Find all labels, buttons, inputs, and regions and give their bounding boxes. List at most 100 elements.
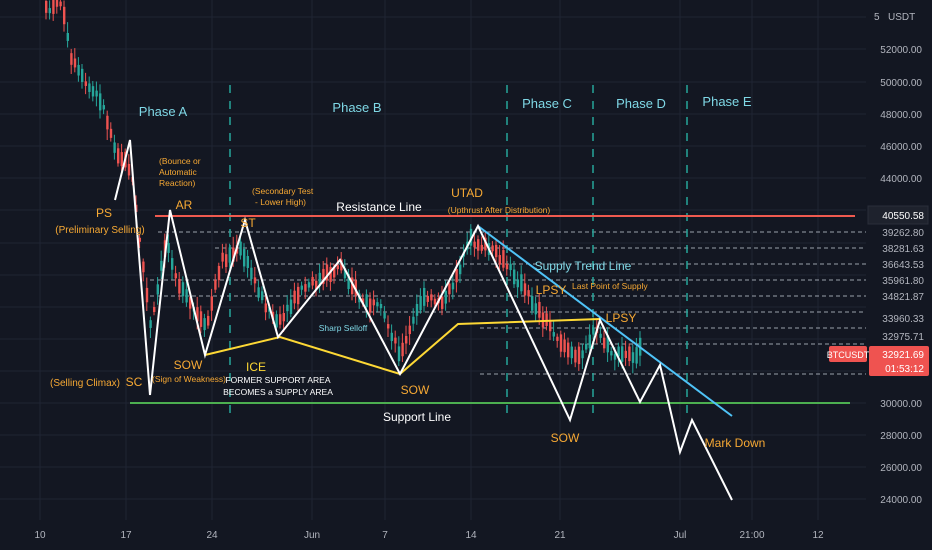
candle-body: [52, 0, 55, 14]
candle-body: [203, 318, 206, 331]
candle-body: [84, 81, 87, 86]
candle-body: [585, 343, 588, 350]
lpsy-label-2: LPSY: [606, 311, 637, 325]
phase-separators: [229, 85, 688, 420]
supply-trend-label: Supply Trend Line: [535, 259, 632, 273]
price-axis-pane[interactable]: [866, 0, 932, 520]
candle-body: [315, 280, 318, 290]
candle-body: [221, 252, 224, 262]
x-tick: 24: [206, 530, 218, 541]
candle-body: [340, 259, 343, 271]
ar-desc-1: (Bounce or: [159, 156, 201, 166]
candle-body: [599, 333, 602, 338]
candle-body: [271, 311, 275, 320]
candle-body: [117, 148, 120, 164]
candle-body: [419, 295, 422, 311]
resistance-label: Resistance Line: [336, 200, 422, 214]
candle-body: [171, 258, 174, 270]
candle-body: [430, 294, 433, 301]
candle-body: [311, 276, 314, 286]
mark-down-label: Mark Down: [705, 436, 766, 450]
st-desc-1: (Secondary Test: [252, 186, 314, 196]
candle-body: [207, 315, 210, 326]
candle-body: [322, 268, 325, 284]
sharp-selloff-label: Sharp Selloff: [319, 323, 368, 333]
time-axis-pane[interactable]: [0, 520, 932, 550]
candle-body: [516, 279, 519, 288]
candle-body: [106, 115, 109, 130]
candle-body: [95, 90, 98, 97]
candle-body: [336, 265, 339, 270]
candle-body: [145, 287, 149, 303]
candle-body: [541, 312, 545, 328]
sow-desc: (Sign of Weakness): [152, 374, 226, 384]
candle-body: [199, 311, 203, 327]
symbol-tag: [829, 346, 867, 362]
support-label: Support Line: [383, 410, 451, 424]
y-tick: 30000.00: [880, 399, 922, 410]
y-tick: 24000.00: [880, 495, 922, 506]
x-tick: 10: [34, 530, 46, 541]
level-tick: 35961.80: [882, 276, 924, 287]
candlestick-series: [45, 0, 642, 374]
phase-e-label: Phase E: [702, 94, 751, 109]
vertical-gridlines: [39, 0, 819, 520]
candle-body: [477, 239, 480, 251]
candle-body: [318, 272, 321, 287]
candle-body: [250, 267, 253, 280]
price-level-lines: [150, 231, 866, 375]
candle-body: [426, 295, 429, 302]
candle-body: [127, 163, 131, 176]
candle-body: [185, 289, 188, 303]
x-tick: 7: [382, 530, 388, 541]
sc-desc: (Selling Climax): [50, 378, 120, 389]
price-tag: [869, 346, 929, 376]
x-tick: Jul: [674, 530, 687, 541]
candle-body: [534, 303, 537, 315]
time-axis-labels: 10 17 24 Jun 7 14 21 Jul 21:00 12: [34, 530, 824, 541]
candle-body: [538, 301, 541, 318]
candle-body: [369, 298, 372, 313]
candle-body: [509, 263, 512, 271]
candle-body: [181, 282, 185, 297]
candle-body: [383, 312, 386, 319]
candle-body: [120, 152, 123, 166]
candle-body: [196, 307, 199, 322]
sc-label: SC: [126, 375, 143, 389]
candle-body: [523, 283, 527, 296]
phase-c-label: Phase C: [522, 96, 572, 111]
last-price: 32921.69: [882, 350, 924, 361]
y-tick: 48000.00: [880, 110, 922, 121]
supply-trend-line: [477, 225, 733, 417]
schematic-price-path-early: [114, 139, 151, 396]
x-tick: 21: [554, 530, 566, 541]
candle-body: [567, 342, 570, 358]
candle-body: [66, 32, 69, 41]
candle-body: [210, 296, 213, 311]
currency-label: USDT: [888, 12, 915, 23]
candle-body: [228, 247, 231, 263]
sow-label-2: SOW: [401, 383, 430, 397]
candle-body: [412, 316, 415, 324]
ice-desc-1: FORMER SUPPORT AREA: [225, 375, 330, 385]
candle-body: [282, 313, 285, 322]
candle-body: [545, 313, 548, 326]
candle-body: [480, 244, 483, 251]
candle-body: [297, 286, 300, 305]
utad-label: UTAD: [451, 186, 483, 200]
level-tick-labels: 40550.58 39262.80 38281.63 36643.53 3596…: [867, 205, 929, 343]
scale-mark-label: 5: [874, 12, 880, 23]
candle-body: [423, 287, 426, 306]
candle-body: [99, 93, 102, 111]
candle-body: [63, 6, 66, 25]
st-desc-2: - Lower High): [255, 197, 306, 207]
sow-label-3: SOW: [551, 431, 580, 445]
y-tick: 44000.00: [880, 174, 922, 185]
candle-body: [243, 248, 246, 267]
candle-body: [160, 260, 163, 271]
candle-body: [628, 346, 631, 362]
candle-body: [415, 303, 419, 316]
candle-body: [304, 284, 307, 292]
